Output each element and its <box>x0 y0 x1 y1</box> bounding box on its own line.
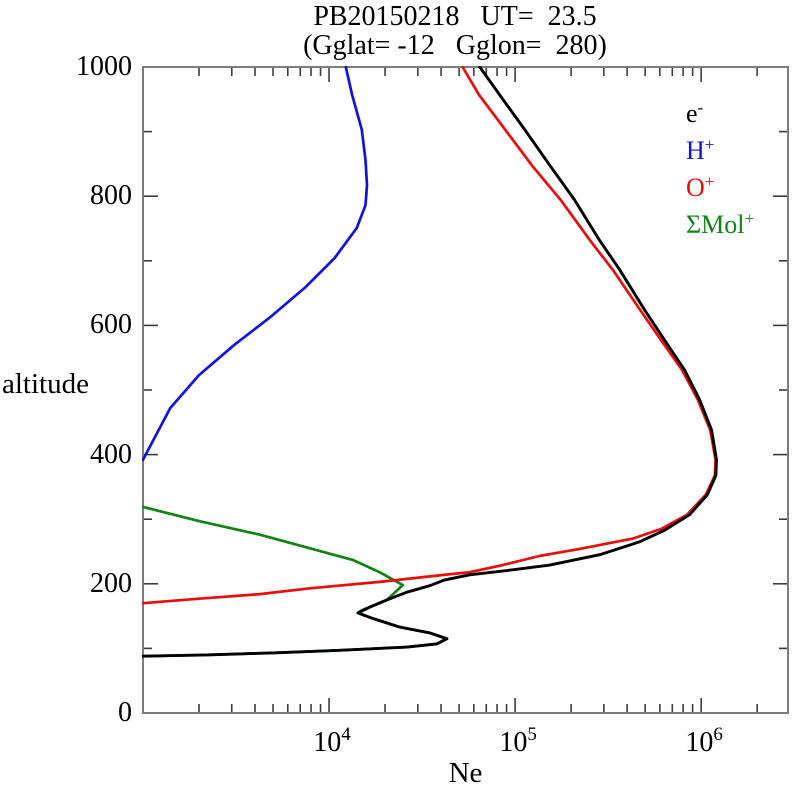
y-tick-label-800: 800 <box>90 180 132 212</box>
series-SMol+ <box>142 505 449 658</box>
x-tick-label-1e5: 105 <box>499 724 537 758</box>
y-tick-label-400: 400 <box>90 438 132 470</box>
legend-item-mol: ΣMol+ <box>686 209 755 239</box>
chart-subtitle: (Gglat= -12 Gglon= 280) <box>303 30 607 61</box>
y-tick-label-600: 600 <box>90 309 132 341</box>
series-e- <box>142 66 718 658</box>
y-tick-label-200: 200 <box>90 567 132 599</box>
x-axis-title: Ne <box>448 757 483 789</box>
y-axis-title: altitude <box>2 368 89 400</box>
legend-item-e: e- <box>686 98 704 128</box>
legend-item-o: O+ <box>686 172 715 202</box>
chart-title: PB20150218 UT= 23.5 <box>313 1 597 32</box>
y-tick-label-0: 0 <box>118 697 132 728</box>
x-tick-label-1e6: 106 <box>685 724 723 758</box>
series-H+ <box>142 66 369 462</box>
legend: e- H+ O+ ΣMol+ <box>686 92 754 240</box>
legend-item-h: H+ <box>686 135 715 165</box>
y-tick-label-1000: 1000 <box>76 51 132 82</box>
series-O+ <box>142 66 717 605</box>
x-tick-label-1e4: 104 <box>313 724 351 758</box>
plot-frame <box>142 66 789 714</box>
